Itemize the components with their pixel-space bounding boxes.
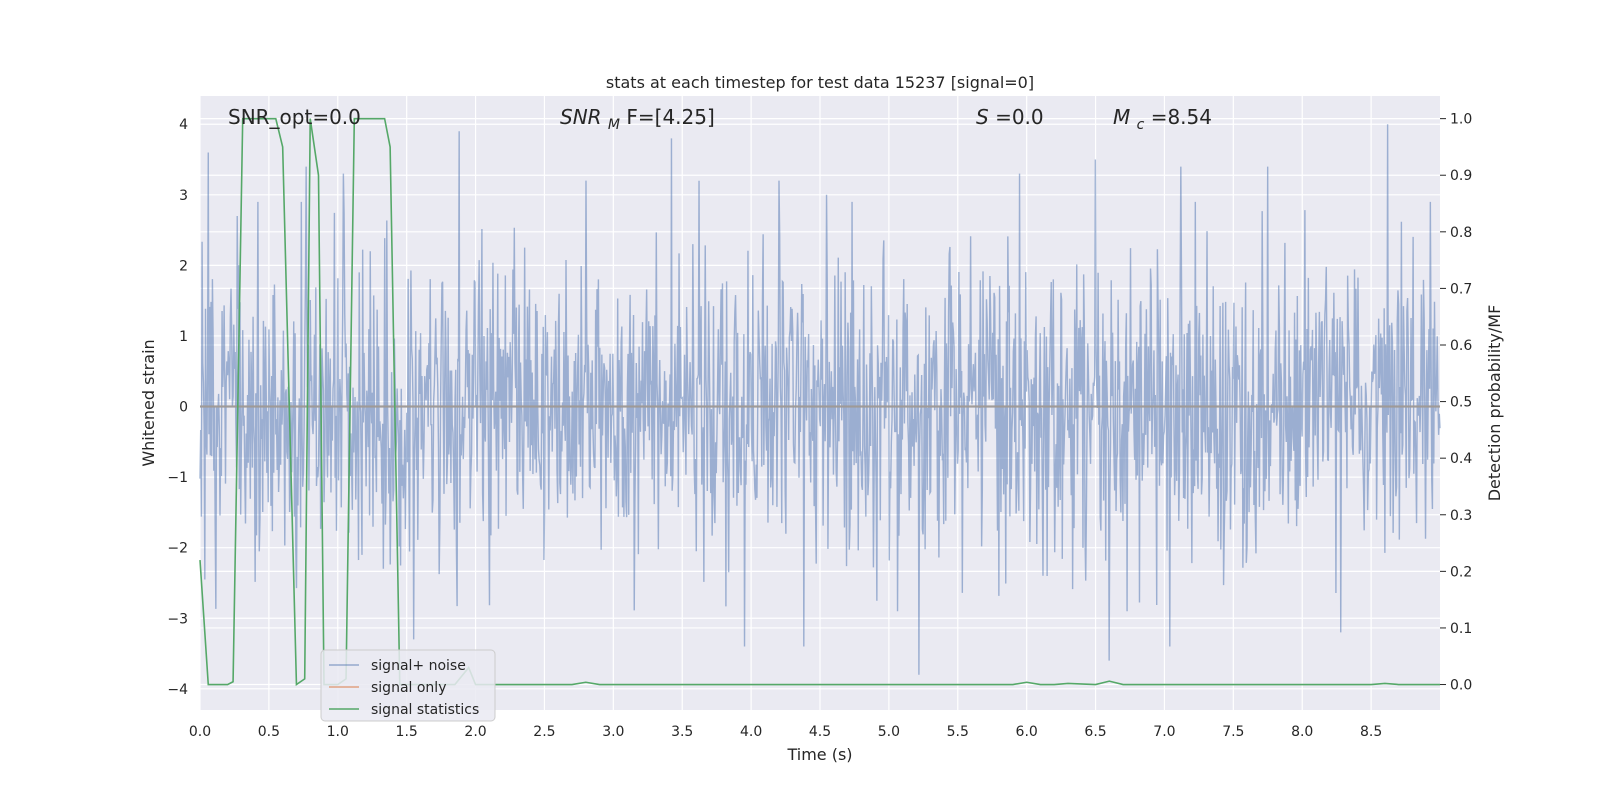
- x-tick-label: 5.5: [947, 724, 969, 740]
- y-left-tick-label: 4: [179, 117, 188, 133]
- x-tick-label: 0.5: [258, 724, 280, 740]
- x-tick-label: 4.5: [809, 724, 831, 740]
- x-tick-label: 2.0: [464, 724, 486, 740]
- mc-base: M: [1113, 105, 1130, 129]
- x-axis-ticks: 0.0 0.5 1.0 1.5 2.0 2.5 3.0 3.5 4.0 4.5 5.0 5.5 6.0 6…: [189, 724, 1382, 740]
- x-tick-label: 7.5: [1222, 724, 1244, 740]
- y-right-axis-label: Detection probability/MF: [1485, 305, 1504, 502]
- snr-opt-annotation: SNR_opt=0.0: [228, 105, 361, 129]
- y-right-tick-label: 0.4: [1450, 451, 1472, 467]
- x-tick-label: 1.0: [327, 724, 349, 740]
- y-right-tick-label: 0.3: [1450, 508, 1472, 524]
- x-tick-label: 0.0: [189, 724, 211, 740]
- snr-mf-annotation: SNR M F=[4.25]: [560, 105, 715, 134]
- y-right-tick-label: 0.8: [1450, 225, 1472, 241]
- y-left-axis-ticks: 4 3 2 1 0 −1 −2 −3 −4: [167, 117, 188, 698]
- x-tick-label: 8.5: [1360, 724, 1382, 740]
- y-left-axis-label: Whitened strain: [139, 339, 158, 466]
- legend: signal+ noise signal only signal statist…: [320, 649, 496, 722]
- x-tick-label: 5.0: [878, 724, 900, 740]
- y-left-tick-label: 1: [179, 329, 188, 345]
- x-tick-label: 6.5: [1084, 724, 1106, 740]
- x-tick-label: 6.0: [1016, 724, 1038, 740]
- mc-annotation: M c =8.54: [1113, 105, 1212, 134]
- x-tick-label: 1.5: [396, 724, 418, 740]
- y-left-tick-label: −1: [167, 470, 188, 486]
- y-right-tick-label: 0.9: [1450, 168, 1472, 184]
- x-tick-label: 8.0: [1291, 724, 1313, 740]
- y-right-tick-label: 0.0: [1450, 678, 1472, 694]
- y-right-axis-ticks: 1.0 0.9 0.8 0.7 0.6 0.5 0.4 0.3 0.2 0.1 0.0: [1440, 112, 1472, 694]
- y-right-tick-label: 0.6: [1450, 338, 1472, 354]
- y-left-tick-label: −2: [167, 541, 188, 557]
- signal-noise-line: [199, 124, 1441, 675]
- y-left-tick-label: −3: [167, 611, 188, 627]
- x-tick-label: 2.5: [533, 724, 555, 740]
- y-left-tick-label: 3: [179, 188, 188, 204]
- y-right-tick-label: 0.1: [1450, 621, 1472, 637]
- snr-mf-base: SNR: [560, 105, 602, 129]
- legend-label-noise: signal+ noise: [371, 658, 466, 674]
- y-right-tick-label: 1.0: [1450, 112, 1472, 128]
- s-annotation: S =0.0: [976, 105, 1044, 129]
- y-left-tick-label: −4: [167, 682, 188, 698]
- snr-mf-sub: M: [608, 117, 620, 133]
- snr-mf-rest: F=[4.25]: [626, 105, 714, 129]
- legend-box: [320, 649, 496, 722]
- chart-title: stats at each timestep for test data 152…: [606, 73, 1034, 92]
- x-axis-label: Time (s): [786, 745, 852, 764]
- legend-label-signal-only: signal only: [371, 680, 446, 696]
- s-var: S: [976, 105, 989, 129]
- y-right-tick-label: 0.2: [1450, 564, 1472, 580]
- noise-series: [199, 124, 1441, 675]
- y-left-tick-label: 2: [179, 258, 188, 274]
- s-rest: =0.0: [995, 105, 1044, 129]
- x-tick-label: 7.0: [1153, 724, 1175, 740]
- x-tick-label: 3.5: [671, 724, 693, 740]
- legend-label-statistics: signal statistics: [371, 702, 479, 718]
- y-right-tick-label: 0.7: [1450, 281, 1472, 297]
- y-right-tick-label: 0.5: [1450, 395, 1472, 411]
- y-left-tick-label: 0: [179, 400, 188, 416]
- mc-rest: =8.54: [1151, 105, 1212, 129]
- mc-sub: c: [1137, 117, 1145, 133]
- x-tick-label: 3.0: [602, 724, 624, 740]
- x-tick-label: 4.0: [740, 724, 762, 740]
